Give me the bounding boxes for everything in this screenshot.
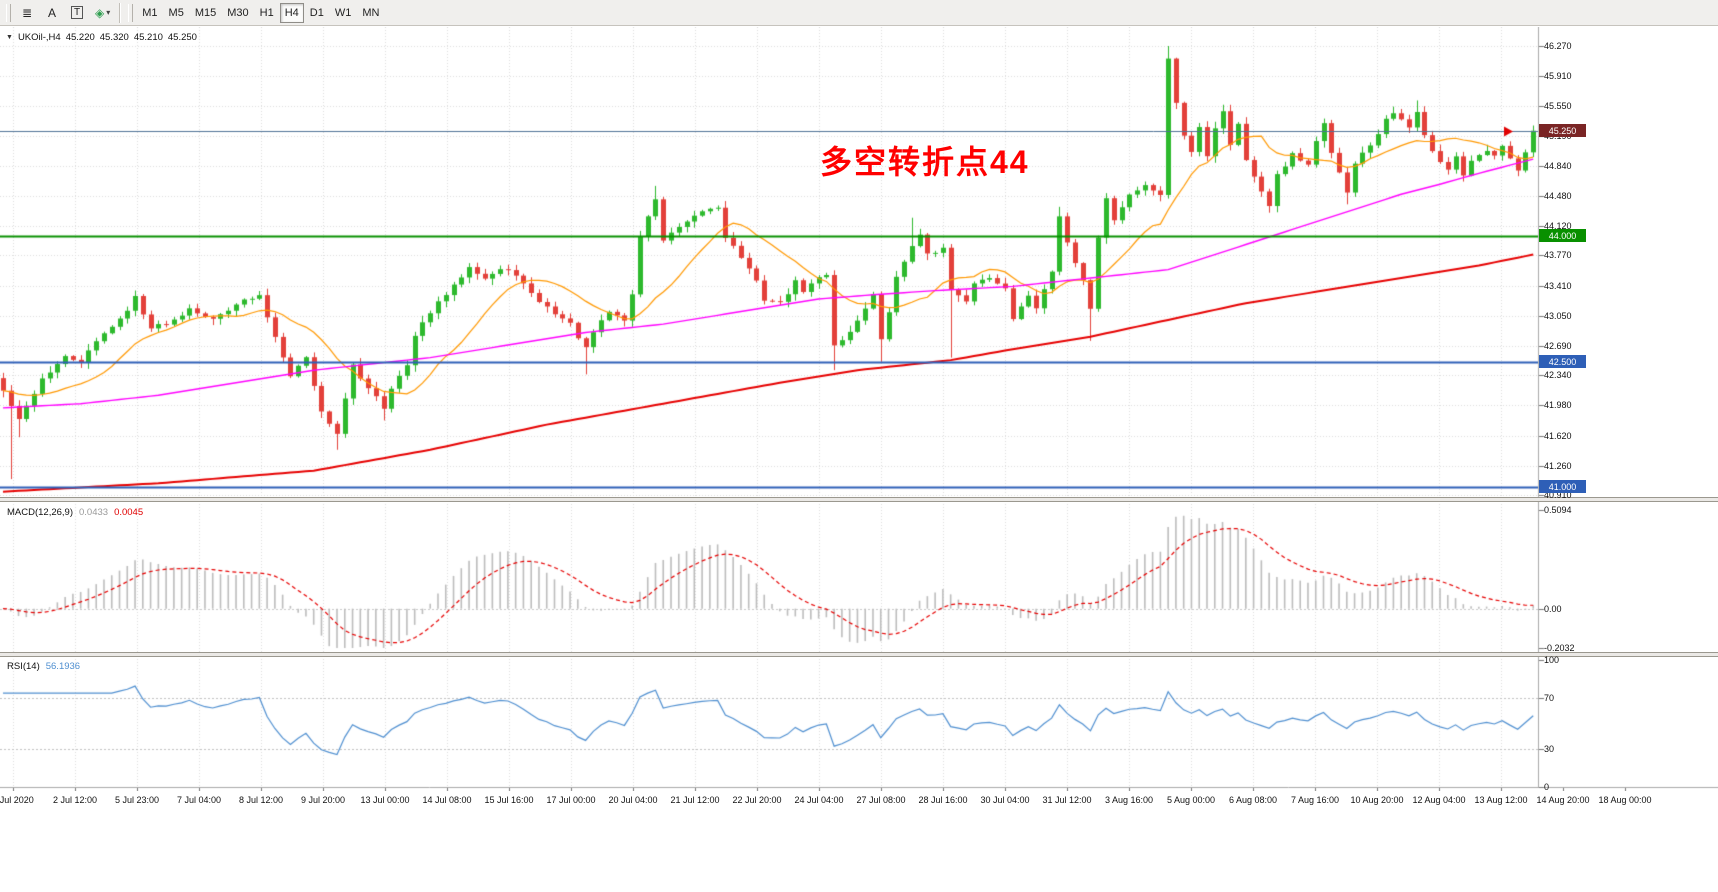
symbol-period-label: UKOil-,H4 — [17, 32, 61, 43]
time-scale-label: 31 Jul 12:00 — [1042, 795, 1092, 805]
chart-area: ▼ UKOil-,H4 45.220 45.320 45.210 45.250 … — [0, 27, 1718, 892]
time-scale-label: 24 Jul 04:00 — [794, 795, 844, 805]
price-scale-label: 44.480 — [1544, 191, 1572, 201]
price-flag-44-000: 44.000 — [1539, 229, 1586, 242]
chart-mode-tool-button[interactable]: ≣ — [15, 3, 39, 23]
time-scale-label: 10 Aug 20:00 — [1350, 795, 1404, 805]
drawing-tools-group: ≣ A T ◈ ▾ — [15, 3, 115, 23]
price-flag-42-500: 42.500 — [1539, 355, 1586, 368]
time-scale-label: 5 Jul 23:00 — [114, 795, 160, 805]
time-scale-label: 9 Jul 20:00 — [300, 795, 346, 805]
time-scale-label: 18 Aug 00:00 — [1598, 795, 1652, 805]
shapes-tool-button[interactable]: ◈ ▾ — [90, 3, 115, 23]
macd-name: MACD(12,26,9) — [7, 507, 73, 518]
timeframe-button-m5[interactable]: M5 — [168, 6, 184, 19]
macd-scale-label: -0.2032 — [1544, 643, 1575, 653]
rsi-scale-label: 30 — [1544, 744, 1555, 754]
timeframe-button-m1[interactable]: M1 — [142, 6, 158, 19]
price-scale-label: 42.690 — [1544, 341, 1572, 351]
price-scale-label: 41.980 — [1544, 400, 1572, 410]
ohlc-close: 45.250 — [167, 32, 197, 43]
timeframe-button-h1[interactable]: H1 — [259, 6, 274, 19]
rsi-scale-label: 70 — [1544, 693, 1555, 703]
macd-indicator-label: MACD(12,26,9) 0.0433 0.0045 — [7, 507, 143, 518]
price-scale-label: 43.770 — [1544, 250, 1572, 260]
price-flag-45-250: 45.250 — [1539, 124, 1586, 137]
timeframe-button-m30[interactable]: M30 — [227, 6, 249, 19]
price-scale-label: 44.120 — [1544, 221, 1572, 231]
macd-signal-value: 0.0045 — [114, 507, 144, 518]
price-scale-label: 43.410 — [1544, 281, 1572, 291]
price-chart-canvas[interactable] — [0, 27, 1718, 791]
time-scale-label: 12 Aug 04:00 — [1412, 795, 1466, 805]
label-tool-button[interactable]: T — [65, 3, 89, 23]
text-tool-button[interactable]: A — [40, 3, 64, 23]
time-scale-label: 17 Jul 00:00 — [546, 795, 596, 805]
time-scale-label: 13 Aug 12:00 — [1474, 795, 1528, 805]
time-scale-label: 5 Aug 00:00 — [1166, 795, 1216, 805]
time-scale-label: 30 Jul 04:00 — [980, 795, 1030, 805]
rsi-panel-splitter[interactable] — [0, 652, 1718, 657]
macd-scale-label: 0.5094 — [1544, 505, 1572, 515]
time-scale-label: 14 Aug 20:00 — [1536, 795, 1590, 805]
time-scale-label: 21 Jul 12:00 — [670, 795, 720, 805]
timeframe-button-mn[interactable]: MN — [362, 6, 380, 19]
timeframe-button-d1[interactable]: D1 — [309, 6, 324, 19]
top-toolbar: ≣ A T ◈ ▾ M1 M5 M15 M30 H1 H4 D1 W1 MN — [0, 0, 1718, 26]
price-scale-label: 40.910 — [1544, 490, 1572, 500]
macd-scale-label: 0.00 — [1544, 604, 1562, 614]
rsi-value: 56.1936 — [45, 661, 81, 672]
time-scale-label: 7 Aug 16:00 — [1290, 795, 1340, 805]
rsi-scale-label: 100 — [1544, 655, 1560, 665]
price-scale-label: 41.260 — [1544, 461, 1572, 471]
toolbar-grip[interactable] — [6, 3, 11, 22]
time-scale-label: 1 Jul 2020 — [0, 795, 34, 805]
time-scale-label: 2 Jul 12:00 — [52, 795, 98, 805]
symbol-dropdown-icon[interactable]: ▼ — [6, 34, 13, 41]
dropdown-caret-icon: ▾ — [106, 8, 111, 17]
time-scale-label: 3 Aug 16:00 — [1104, 795, 1154, 805]
time-scale-label: 28 Jul 16:00 — [918, 795, 968, 805]
price-scale-label: 41.620 — [1544, 431, 1572, 441]
time-scale-label: 15 Jul 16:00 — [484, 795, 534, 805]
time-scale-label: 14 Jul 08:00 — [422, 795, 472, 805]
chart-mode-tool-icon: ≣ — [21, 5, 33, 20]
price-axis[interactable]: 46.27045.91045.55045.19044.84044.48044.1… — [1538, 27, 1718, 813]
timeframe-button-w1[interactable]: W1 — [334, 6, 352, 19]
chart-text-annotation[interactable]: 多空转折点44 — [820, 144, 1030, 180]
time-scale-label: 8 Jul 12:00 — [238, 795, 284, 805]
timeframe-toolbar: M1 M5 M15 M30 H1 H4 D1 W1 MN — [137, 2, 384, 23]
price-scale-label: 46.270 — [1544, 41, 1572, 51]
timeframe-button-h4[interactable]: H4 — [279, 2, 304, 23]
text-tool-icon: A — [47, 5, 56, 20]
time-scale-label: 22 Jul 20:00 — [732, 795, 782, 805]
ohlc-low: 45.210 — [133, 32, 163, 43]
time-scale-label: 27 Jul 08:00 — [856, 795, 906, 805]
price-scale-label: 44.840 — [1544, 161, 1572, 171]
time-scale-label: 20 Jul 04:00 — [608, 795, 658, 805]
time-scale-label: 13 Jul 00:00 — [360, 795, 410, 805]
price-scale-label: 45.910 — [1544, 71, 1572, 81]
label-tool-icon: T — [70, 6, 84, 19]
shapes-tool-icon: ◈ — [95, 5, 105, 20]
price-scale-label: 43.050 — [1544, 311, 1572, 321]
time-scale-label: 7 Jul 04:00 — [176, 795, 222, 805]
toolbar-grip[interactable] — [128, 3, 134, 22]
price-scale-label: 42.340 — [1544, 370, 1572, 380]
rsi-indicator-label: RSI(14) 56.1936 — [7, 661, 80, 672]
macd-panel-splitter[interactable] — [0, 497, 1718, 502]
ohlc-high: 45.320 — [99, 32, 129, 43]
ohlc-open: 45.220 — [65, 32, 95, 43]
time-axis[interactable]: 1 Jul 2020 2 Jul 12:00 5 Jul 23:00 7 Jul 04… — [0, 792, 1718, 810]
rsi-scale-label: 0 — [1544, 782, 1550, 792]
chart-title: ▼ UKOil-,H4 45.220 45.320 45.210 45.250 — [6, 32, 197, 43]
macd-main-value: 0.0433 — [79, 507, 109, 518]
price-flag-41-000: 41.000 — [1539, 480, 1586, 493]
rsi-name: RSI(14) — [7, 661, 40, 672]
timeframe-button-m15[interactable]: M15 — [194, 6, 217, 19]
time-scale-label: 6 Aug 08:00 — [1228, 795, 1278, 805]
price-scale-label: 45.550 — [1544, 101, 1572, 111]
toolbar-separator — [119, 2, 121, 23]
